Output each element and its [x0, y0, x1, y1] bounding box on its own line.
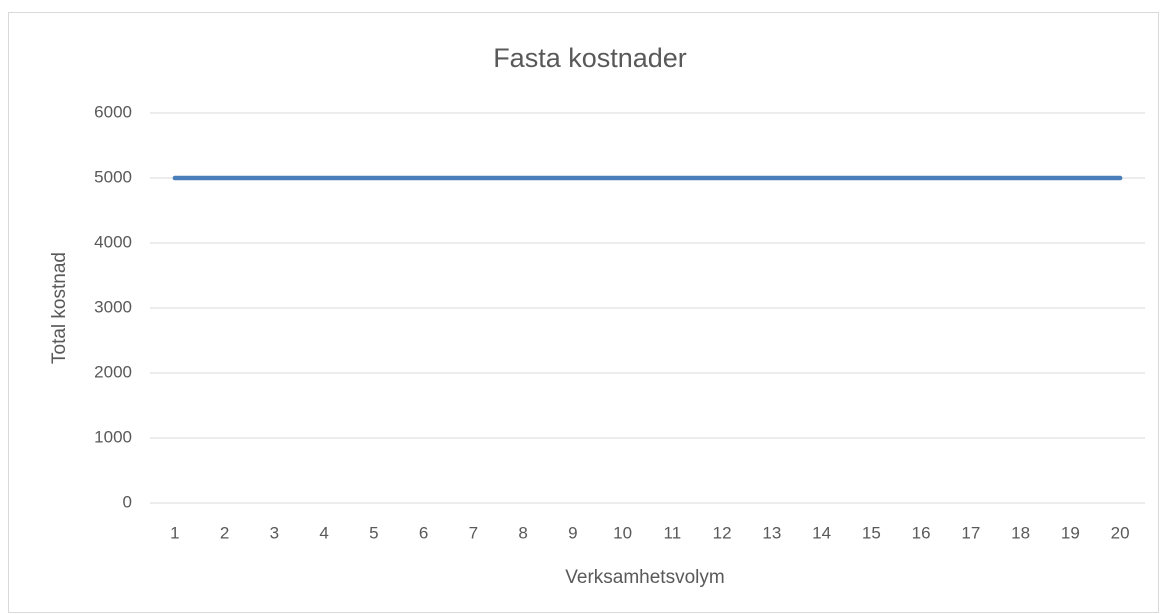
x-axis-label: Verksamhetsvolym — [565, 567, 724, 588]
x-tick-label: 10 — [613, 523, 632, 542]
x-tick-label: 20 — [1111, 523, 1130, 542]
x-tick-label: 3 — [270, 523, 279, 542]
x-tick-label: 1 — [170, 523, 179, 542]
x-tick-label: 12 — [713, 523, 732, 542]
x-tick-label: 6 — [419, 523, 428, 542]
x-tick-label: 14 — [812, 523, 831, 542]
y-tick-label: 0 — [123, 492, 132, 511]
y-tick-label: 4000 — [94, 232, 132, 251]
chart-border — [8, 12, 1159, 613]
x-tick-label: 9 — [568, 523, 577, 542]
y-tick-label: 3000 — [94, 297, 132, 316]
y-tick-label: 5000 — [94, 167, 132, 186]
x-tick-label: 15 — [862, 523, 881, 542]
y-tick-label: 6000 — [94, 102, 132, 121]
x-tick-label: 8 — [518, 523, 527, 542]
x-tick-label: 11 — [664, 523, 682, 542]
y-tick-label: 2000 — [94, 362, 132, 381]
x-tick-label: 17 — [961, 523, 980, 542]
x-tick-label: 16 — [912, 523, 931, 542]
x-tick-label: 19 — [1061, 523, 1080, 542]
y-axis-label: Total kostnad — [49, 252, 70, 364]
x-tick-label: 18 — [1011, 523, 1030, 542]
x-tick-label: 7 — [469, 523, 478, 542]
chart-title: Fasta kostnader — [493, 43, 687, 73]
x-tick-label: 5 — [369, 523, 378, 542]
x-tick-label: 2 — [220, 523, 229, 542]
x-tick-label: 13 — [762, 523, 781, 542]
x-tick-label: 4 — [319, 523, 328, 542]
y-tick-label: 1000 — [94, 427, 132, 446]
